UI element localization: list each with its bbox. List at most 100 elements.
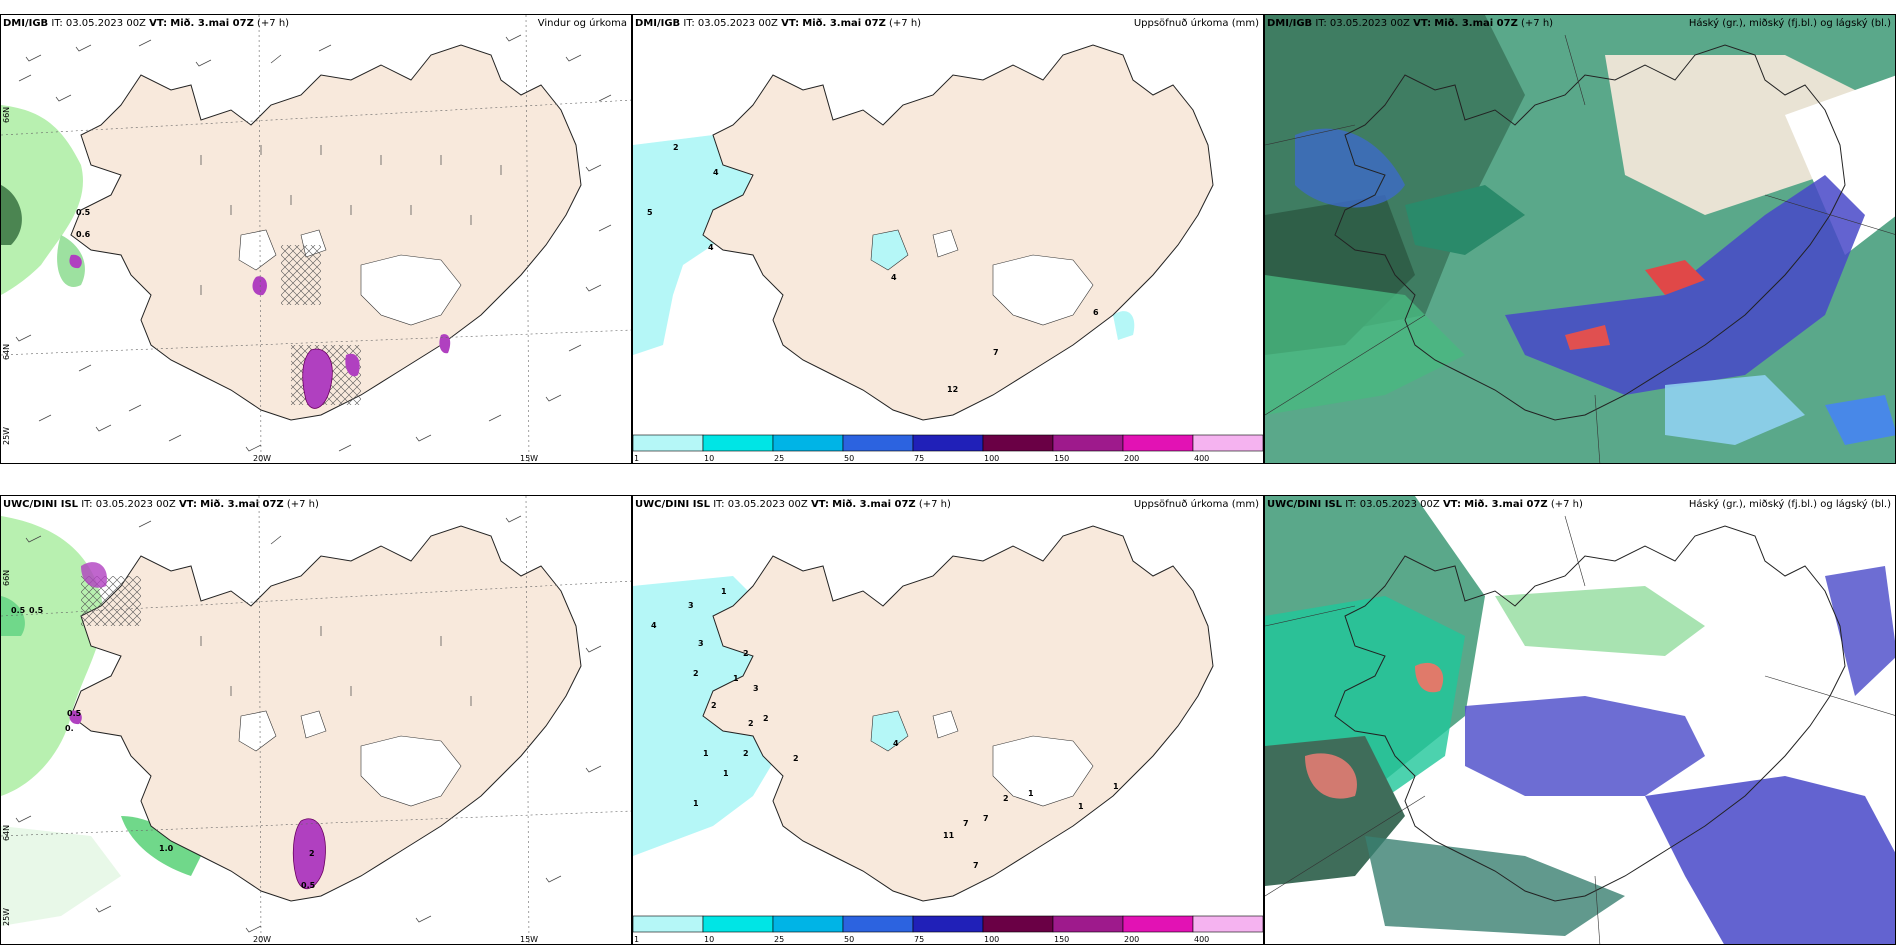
svg-text:0.: 0. xyxy=(65,724,74,733)
svg-text:2: 2 xyxy=(743,749,749,758)
colorbar-tick: 10 xyxy=(704,454,714,463)
svg-text:7: 7 xyxy=(983,814,989,823)
svg-text:3: 3 xyxy=(698,639,704,648)
colorbar-swatch xyxy=(772,915,844,933)
svg-text:4: 4 xyxy=(708,243,714,252)
panel-dmi-clouds: DMI/IGB IT: 03.05.2023 00Z VT: Mið. 3.ma… xyxy=(1264,14,1896,464)
svg-text:0.5: 0.5 xyxy=(301,881,316,890)
panel-header: UWC/DINI ISL IT: 03.05.2023 00Z VT: Mið.… xyxy=(1267,499,1891,510)
svg-text:5: 5 xyxy=(647,208,653,217)
precip-label: 0.6 xyxy=(76,230,91,239)
colorbar-swatch xyxy=(702,915,774,933)
glacier xyxy=(238,229,277,271)
svg-text:2: 2 xyxy=(309,849,315,858)
svg-text:20W: 20W xyxy=(253,935,271,944)
svg-text:64N: 64N xyxy=(2,825,11,841)
svg-text:7: 7 xyxy=(973,861,979,870)
svg-text:2: 2 xyxy=(763,714,769,723)
precip-label: 0.5 xyxy=(76,208,91,217)
svg-text:2: 2 xyxy=(793,754,799,763)
colorbar-swatch xyxy=(912,915,984,933)
iceland-land xyxy=(702,44,1214,421)
precip-area xyxy=(1,185,22,245)
svg-text:15W: 15W xyxy=(520,454,538,463)
colorbar-tick: 50 xyxy=(844,454,854,463)
svg-text:66N: 66N xyxy=(2,107,11,123)
svg-text:2: 2 xyxy=(693,669,699,678)
map-clouds-bottom xyxy=(1265,496,1895,944)
svg-text:0.5: 0.5 xyxy=(29,606,44,615)
svg-text:1: 1 xyxy=(1113,782,1119,791)
colorbar-tick: 1 xyxy=(634,454,639,463)
map-accum-top: 2 4 5 4 4 6 7 12 xyxy=(633,44,1214,421)
map-wind-top: 0.5 0.6 20W 15W 66N 64N 25W xyxy=(1,15,631,463)
colorbar-tick: 75 xyxy=(914,935,924,944)
colorbar-tick: 200 xyxy=(1124,935,1139,944)
svg-text:1: 1 xyxy=(723,769,729,778)
svg-text:2: 2 xyxy=(673,143,679,152)
svg-text:25W: 25W xyxy=(2,427,11,445)
svg-text:2: 2 xyxy=(748,719,754,728)
wind-barbs xyxy=(15,34,612,452)
svg-text:4: 4 xyxy=(713,168,719,177)
svg-text:0.5: 0.5 xyxy=(67,709,82,718)
svg-text:1: 1 xyxy=(693,799,699,808)
svg-text:7: 7 xyxy=(963,819,969,828)
colorbar-tick: 100 xyxy=(984,935,999,944)
svg-text:66N: 66N xyxy=(2,570,11,586)
svg-text:1: 1 xyxy=(1078,802,1084,811)
colorbar-tick: 100 xyxy=(984,454,999,463)
colorbar-tick: 400 xyxy=(1194,935,1209,944)
colorbar-swatch xyxy=(982,434,1054,452)
colorbar-swatch xyxy=(633,915,704,933)
svg-text:11: 11 xyxy=(943,831,955,840)
svg-text:25W: 25W xyxy=(2,908,11,926)
colorbar-swatch xyxy=(842,915,914,933)
map-wind-bottom: 0.5 0.5 0.50. 1.020.5 20W 15W 66N 64N 25W xyxy=(1,496,631,944)
colorbar-swatch xyxy=(702,434,774,452)
svg-text:1.0: 1.0 xyxy=(159,844,174,853)
colorbar-tick: 75 xyxy=(914,454,924,463)
svg-text:1: 1 xyxy=(1028,789,1034,798)
colorbar: 1 10 25 50 75 100 150 200 400 xyxy=(633,915,1263,944)
panel-title: Uppsöfnuð úrkoma (mm) xyxy=(1133,18,1259,29)
colorbar-swatch xyxy=(1052,434,1124,452)
colorbar-tick: 400 xyxy=(1194,454,1209,463)
panel-header: DMI/IGB IT: 03.05.2023 00Z VT: Mið. 3.ma… xyxy=(635,18,1259,29)
colorbar-swatch xyxy=(1052,915,1124,933)
colorbar-swatch xyxy=(772,434,844,452)
colorbar-swatch xyxy=(1122,434,1194,452)
svg-text:15W: 15W xyxy=(520,935,538,944)
panel-header: UWC/DINI ISL IT: 03.05.2023 00Z VT: Mið.… xyxy=(3,499,319,510)
panel-header: DMI/IGB IT: 03.05.2023 00Z VT: Mið. 3.ma… xyxy=(1267,18,1891,29)
colorbar-swatch xyxy=(1122,915,1194,933)
colorbar-tick: 25 xyxy=(774,454,784,463)
colorbar-tick: 50 xyxy=(844,935,854,944)
svg-text:4: 4 xyxy=(893,739,899,748)
panel-dmi-wind: 0.5 0.6 20W 15W 66N 64N 25W DMI/IGB IT: … xyxy=(0,14,632,464)
svg-text:7: 7 xyxy=(993,348,999,357)
svg-text:1: 1 xyxy=(703,749,709,758)
colorbar-tick: 25 xyxy=(774,935,784,944)
colorbar-tick: 150 xyxy=(1054,935,1069,944)
svg-text:64N: 64N xyxy=(2,344,11,360)
panel-header: DMI/IGB IT: 03.05.2023 00Z VT: Mið. 3.ma… xyxy=(3,18,627,29)
colorbar-swatch xyxy=(912,434,984,452)
map-clouds-top xyxy=(1265,15,1895,463)
colorbar-tick: 150 xyxy=(1054,454,1069,463)
colorbar-swatch xyxy=(1192,434,1263,452)
colorbar-swatch xyxy=(633,434,704,452)
colorbar-swatch xyxy=(1192,915,1263,933)
svg-text:2: 2 xyxy=(711,701,717,710)
panel-dmi-accum: 2 4 5 4 4 6 7 12 DMI/IGB IT: 03.05.2023 00Z V… xyxy=(632,14,1264,464)
panel-title: Vindur og úrkoma xyxy=(537,18,627,29)
iceland-land xyxy=(70,44,582,421)
colorbar-tick: 200 xyxy=(1124,454,1139,463)
svg-text:2: 2 xyxy=(1003,794,1009,803)
colorbar-tick: 1 xyxy=(634,935,639,944)
svg-text:1: 1 xyxy=(721,587,727,596)
svg-text:2: 2 xyxy=(743,649,749,658)
svg-text:3: 3 xyxy=(688,601,694,610)
colorbar-tick: 10 xyxy=(704,935,714,944)
